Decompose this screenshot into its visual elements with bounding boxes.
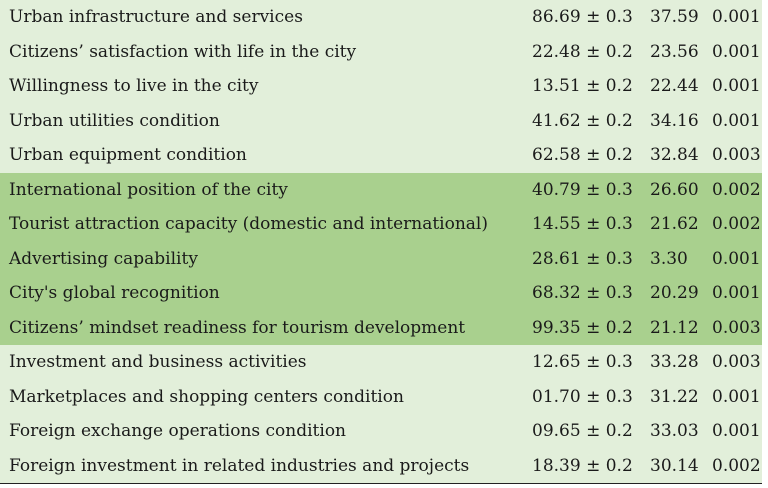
indicator-name: Urban infrastructure and services — [0, 0, 519, 35]
mean-value: 86.69 ± 0.3 — [519, 0, 650, 35]
statistic-value: 37.59 — [650, 0, 712, 35]
indicator-name: Foreign investment in related industries… — [0, 448, 519, 483]
indicator-name: Urban utilities condition — [0, 103, 519, 138]
table-row: Advertising capability 28.61 ± 0.3 3.30 … — [0, 241, 762, 276]
statistic-value: 31.22 — [650, 379, 712, 414]
p-value: 0.001 — [712, 414, 762, 449]
indicator-name: City's global recognition — [0, 276, 519, 311]
statistic-value: 21.12 — [650, 310, 712, 345]
table-row: Citizens’ mindset readiness for tourism … — [0, 310, 762, 345]
table-row: Marketplaces and shopping centers condit… — [0, 379, 762, 414]
p-value: 0.001 — [712, 0, 762, 35]
table-row: Urban utilities condition 41.62 ± 0.2 34… — [0, 103, 762, 138]
mean-value: 09.65 ± 0.2 — [519, 414, 650, 449]
table-row: Foreign exchange operations condition 09… — [0, 414, 762, 449]
table-row: Tourist attraction capacity (domestic an… — [0, 207, 762, 242]
p-value: 0.001 — [712, 69, 762, 104]
statistic-value: 34.16 — [650, 103, 712, 138]
mean-value: 99.35 ± 0.2 — [519, 310, 650, 345]
statistic-value: 22.44 — [650, 69, 712, 104]
mean-value: 22.48 ± 0.2 — [519, 34, 650, 69]
mean-value: 01.70 ± 0.3 — [519, 379, 650, 414]
mean-value: 40.79 ± 0.3 — [519, 172, 650, 207]
p-value: 0.001 — [712, 241, 762, 276]
indicator-name: Citizens’ satisfaction with life in the … — [0, 34, 519, 69]
mean-value: 18.39 ± 0.2 — [519, 448, 650, 483]
table-row: Foreign investment in related industries… — [0, 448, 762, 483]
statistic-value: 30.14 — [650, 448, 712, 483]
statistic-value: 26.60 — [650, 172, 712, 207]
table-row: Urban equipment condition 62.58 ± 0.2 32… — [0, 138, 762, 173]
indicator-name: Advertising capability — [0, 241, 519, 276]
p-value: 0.001 — [712, 103, 762, 138]
table-row: Willingness to live in the city 13.51 ± … — [0, 69, 762, 104]
p-value: 0.003 — [712, 310, 762, 345]
p-value: 0.003 — [712, 138, 762, 173]
statistic-value: 20.29 — [650, 276, 712, 311]
p-value: 0.002 — [712, 448, 762, 483]
table-row: Urban infrastructure and services 86.69 … — [0, 0, 762, 35]
p-value: 0.001 — [712, 379, 762, 414]
statistic-value: 33.03 — [650, 414, 712, 449]
indicator-name: Tourist attraction capacity (domestic an… — [0, 207, 519, 242]
statistic-value: 23.56 — [650, 34, 712, 69]
statistic-value: 32.84 — [650, 138, 712, 173]
mean-value: 68.32 ± 0.3 — [519, 276, 650, 311]
indicator-name: International position of the city — [0, 172, 519, 207]
p-value: 0.002 — [712, 172, 762, 207]
p-value: 0.001 — [712, 276, 762, 311]
mean-value: 13.51 ± 0.2 — [519, 69, 650, 104]
indicator-name: Marketplaces and shopping centers condit… — [0, 379, 519, 414]
mean-value: 28.61 ± 0.3 — [519, 241, 650, 276]
indicator-name: Foreign exchange operations condition — [0, 414, 519, 449]
statistic-value: 33.28 — [650, 345, 712, 380]
table-row: Investment and business activities 12.65… — [0, 345, 762, 380]
table-row: Citizens’ satisfaction with life in the … — [0, 34, 762, 69]
statistic-value: 3.30 — [650, 241, 712, 276]
statistic-value: 21.62 — [650, 207, 712, 242]
p-value: 0.001 — [712, 34, 762, 69]
mean-value: 14.55 ± 0.3 — [519, 207, 650, 242]
p-value: 0.003 — [712, 345, 762, 380]
table-bottom-rule — [0, 483, 762, 484]
p-value: 0.002 — [712, 207, 762, 242]
indicator-name: Willingness to live in the city — [0, 69, 519, 104]
mean-value: 12.65 ± 0.3 — [519, 345, 650, 380]
table-row: International position of the city 40.79… — [0, 172, 762, 207]
indicator-name: Investment and business activities — [0, 345, 519, 380]
indicator-name: Citizens’ mindset readiness for tourism … — [0, 310, 519, 345]
indicator-name: Urban equipment condition — [0, 138, 519, 173]
mean-value: 41.62 ± 0.2 — [519, 103, 650, 138]
table-row: City's global recognition 68.32 ± 0.3 20… — [0, 276, 762, 311]
mean-value: 62.58 ± 0.2 — [519, 138, 650, 173]
